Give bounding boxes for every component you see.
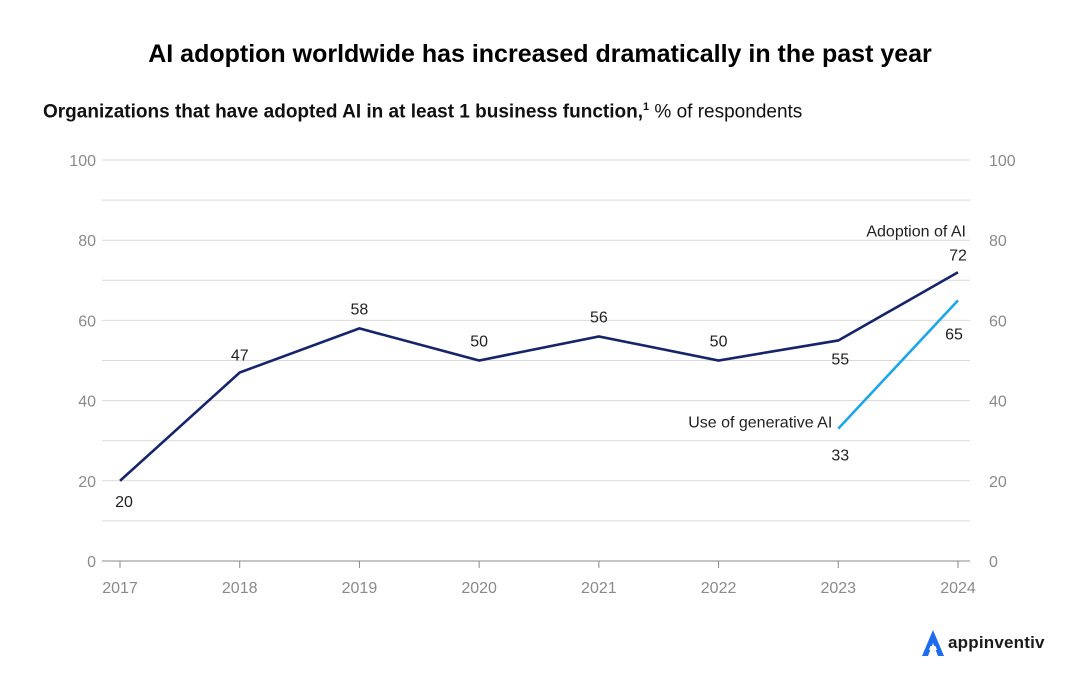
data-label-adoption: 50 bbox=[710, 334, 728, 351]
chart-subtitle: Organizations that have adopted AI in at… bbox=[43, 101, 802, 123]
x-tick-label: 2021 bbox=[581, 580, 617, 597]
y-tick-label-left: 100 bbox=[69, 153, 96, 170]
x-tick-label: 2023 bbox=[820, 580, 856, 597]
data-label-genai: 65 bbox=[945, 326, 963, 343]
data-label-adoption: 20 bbox=[115, 494, 133, 511]
y-tick-label-right: 20 bbox=[989, 474, 1007, 491]
x-tick-label: 2019 bbox=[342, 580, 378, 597]
series-label-adoption: Adoption of AI bbox=[866, 223, 966, 240]
brand-logo: appinventiv bbox=[920, 628, 1045, 658]
subtitle-unit: % of respondents bbox=[654, 101, 803, 123]
brand-name: appinventiv bbox=[948, 633, 1045, 652]
x-tick-label: 2020 bbox=[461, 580, 497, 597]
y-tick-label-right: 60 bbox=[989, 313, 1007, 330]
data-label-adoption: 47 bbox=[231, 348, 249, 365]
x-tick-label: 2018 bbox=[222, 580, 258, 597]
y-tick-label-right: 40 bbox=[989, 394, 1007, 411]
data-label-genai: 33 bbox=[831, 448, 849, 465]
data-label-adoption: 56 bbox=[590, 309, 608, 326]
series-label-genai: Use of generative AI bbox=[688, 415, 832, 432]
y-tick-label-left: 40 bbox=[78, 394, 96, 411]
x-tick-label: 2022 bbox=[701, 580, 737, 597]
y-tick-label-right: 0 bbox=[989, 554, 998, 571]
series-line-adoption bbox=[119, 271, 959, 482]
x-tick-label: 2017 bbox=[102, 580, 138, 597]
data-label-adoption: 58 bbox=[351, 301, 369, 318]
y-tick-label-right: 80 bbox=[989, 233, 1007, 250]
appinventiv-logo-icon bbox=[922, 630, 944, 656]
y-tick-label-left: 60 bbox=[78, 313, 96, 330]
footnote-marker: 1 bbox=[643, 101, 650, 113]
y-tick-label-left: 80 bbox=[78, 233, 96, 250]
data-label-adoption: 55 bbox=[831, 351, 849, 368]
series-line-genai bbox=[837, 299, 959, 430]
y-tick-label-left: 20 bbox=[78, 474, 96, 491]
subtitle-bold: Organizations that have adopted AI in at… bbox=[43, 101, 644, 123]
data-label-adoption: 50 bbox=[470, 334, 488, 351]
data-label-adoption: 72 bbox=[949, 247, 967, 264]
y-tick-label-left: 0 bbox=[87, 554, 96, 571]
chart-title: AI adoption worldwide has increased dram… bbox=[148, 40, 932, 68]
x-tick-label: 2024 bbox=[940, 580, 976, 597]
y-tick-label-right: 100 bbox=[989, 153, 1016, 170]
